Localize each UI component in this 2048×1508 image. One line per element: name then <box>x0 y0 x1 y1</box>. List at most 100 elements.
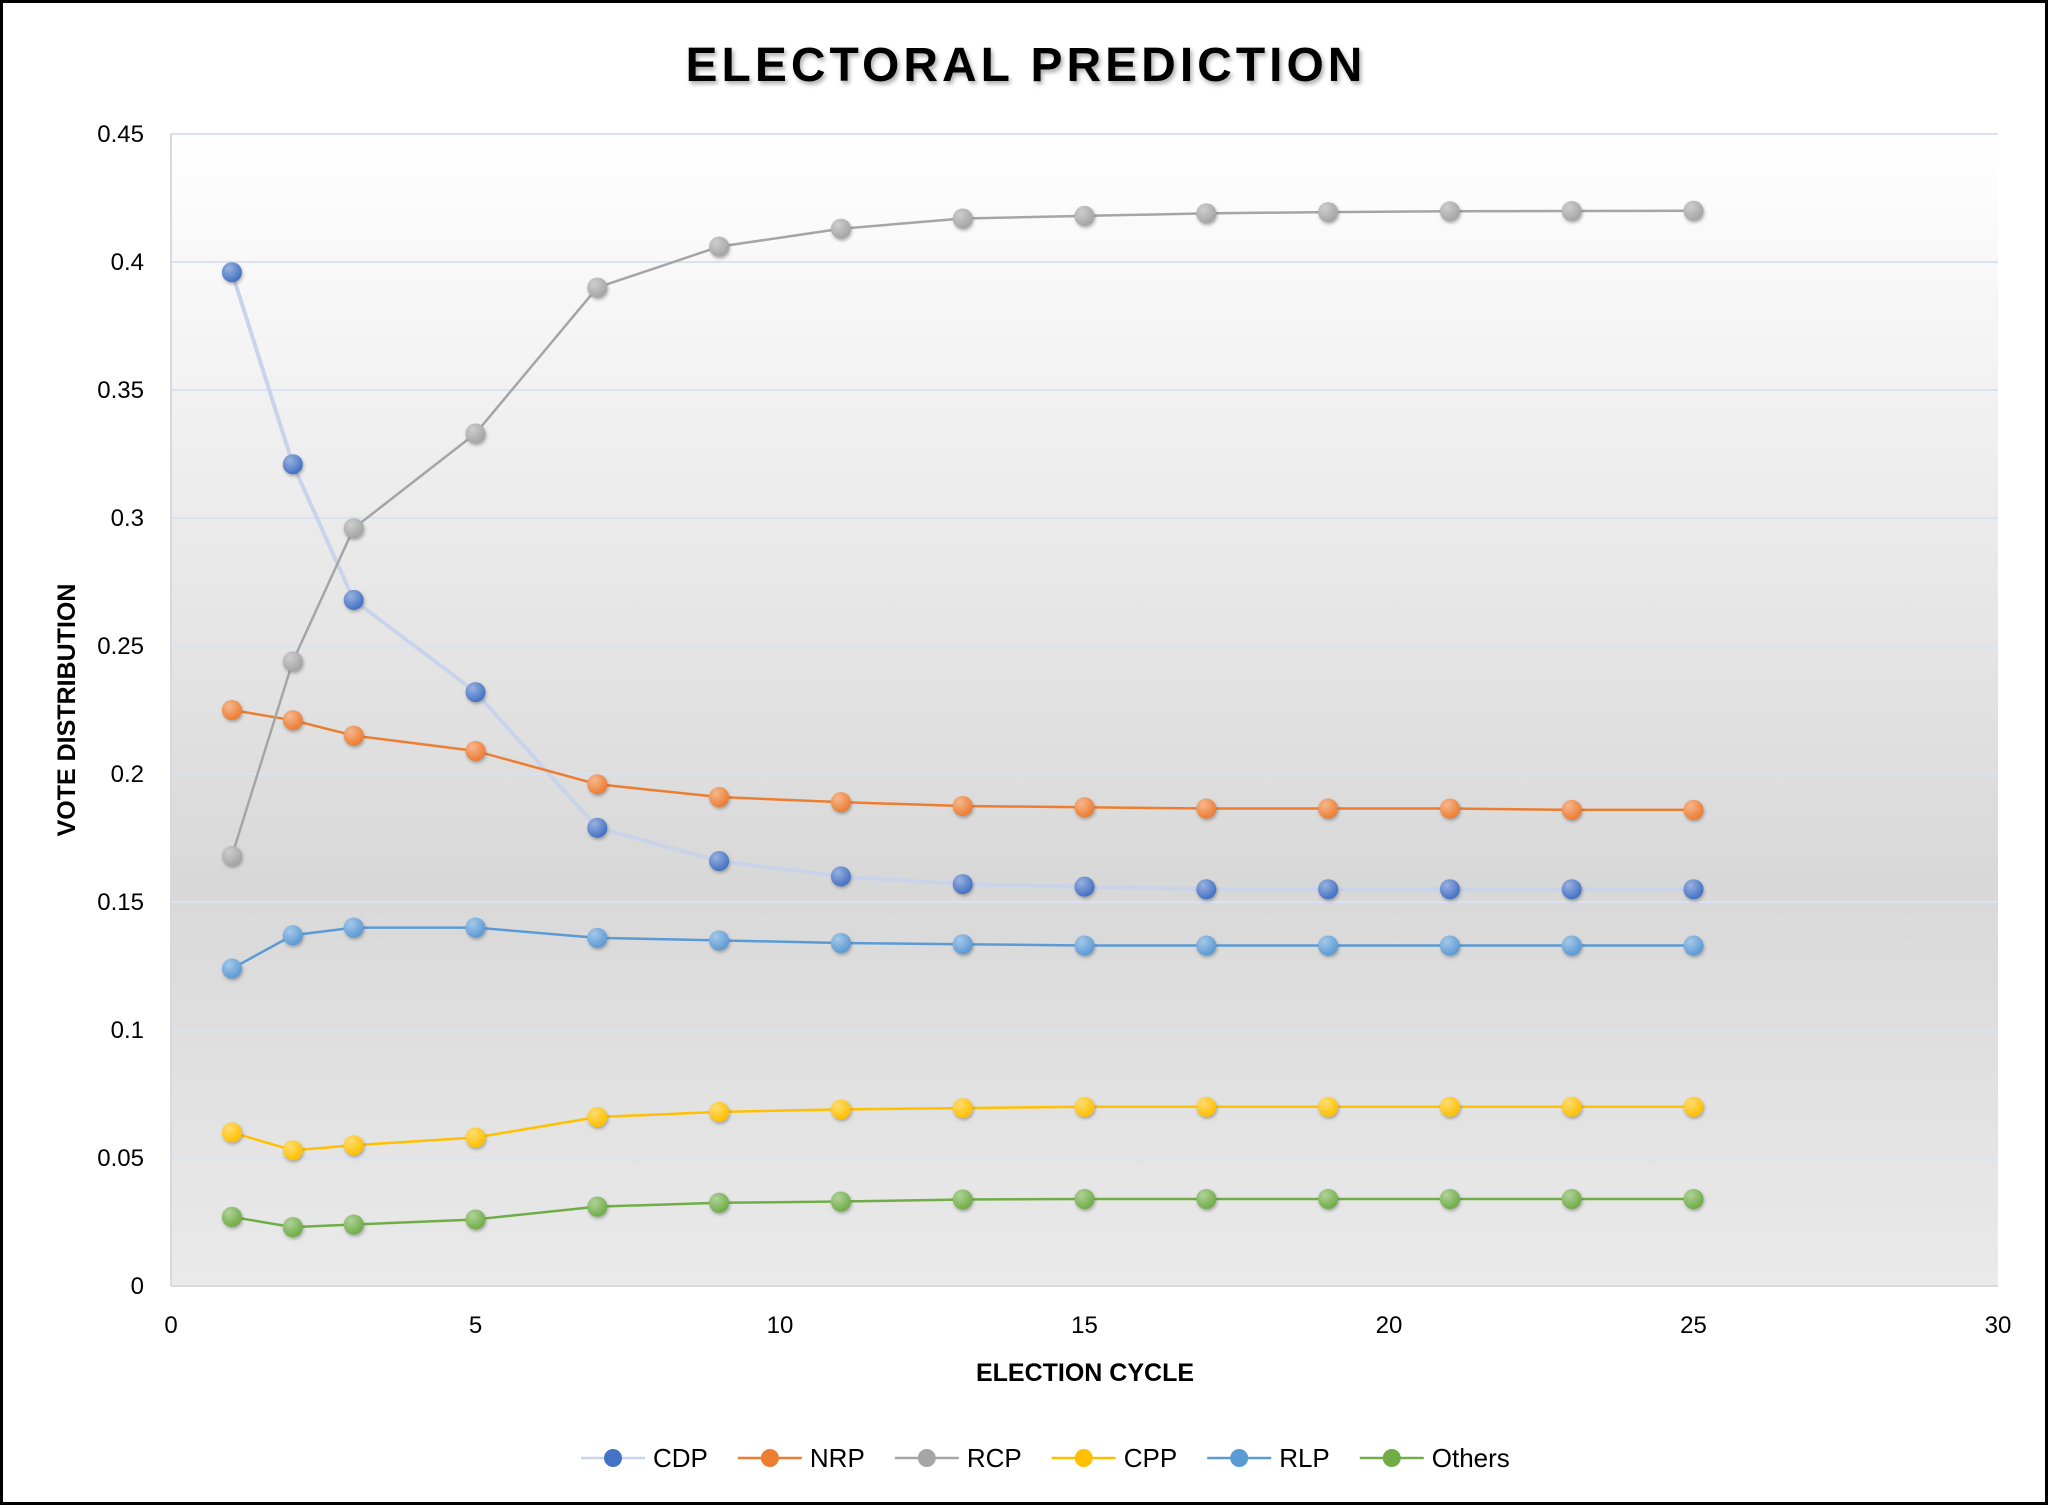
data-point-cdp <box>587 817 608 838</box>
data-point-highlight <box>952 208 973 229</box>
data-point-highlight <box>1318 1188 1339 1209</box>
data-point-cdp <box>1439 879 1460 900</box>
legend-marker-swatch <box>917 1449 936 1467</box>
legend-item-nrp: NRP <box>737 1443 865 1473</box>
data-point-highlight <box>465 917 486 938</box>
x-tick-label: 30 <box>1985 1312 2012 1339</box>
data-point-nrp <box>343 725 364 746</box>
data-point-others <box>587 1196 608 1217</box>
data-point-highlight <box>709 930 730 951</box>
data-point-highlight <box>709 236 730 257</box>
data-point-highlight <box>587 774 608 795</box>
data-point-highlight <box>1561 879 1582 900</box>
legend-marker-swatch <box>1074 1449 1093 1467</box>
data-point-highlight <box>221 1206 242 1227</box>
data-point-highlight <box>1196 1096 1217 1117</box>
y-tick-label: 0.1 <box>111 1017 144 1044</box>
data-point-cpp <box>343 1135 364 1156</box>
series-line-nrp <box>231 708 1694 812</box>
data-point-others <box>709 1192 730 1213</box>
data-point-highlight <box>1196 935 1217 956</box>
data-point-highlight <box>1196 203 1217 224</box>
data-point-rlp <box>343 917 364 938</box>
data-point-highlight <box>343 917 364 938</box>
data-point-highlight <box>1196 1188 1217 1209</box>
data-point-rlp <box>952 934 973 955</box>
legend-item-rcp: RCP <box>894 1443 1022 1473</box>
data-point-rcp <box>465 423 486 444</box>
data-point-rlp <box>1561 935 1582 956</box>
data-point-nrp <box>587 774 608 795</box>
data-point-highlight <box>465 423 486 444</box>
data-point-nrp <box>952 796 973 816</box>
x-tick-label: 15 <box>1071 1312 1098 1339</box>
data-point-cpp <box>1196 1096 1217 1117</box>
y-tick-label: 0.35 <box>97 377 144 404</box>
data-point-highlight <box>1196 879 1217 900</box>
legend-label: CDP <box>653 1443 708 1473</box>
data-point-highlight <box>587 1196 608 1217</box>
axes <box>170 134 1998 1287</box>
data-point-highlight <box>830 932 851 953</box>
data-point-cpp <box>282 1140 303 1161</box>
data-point-highlight <box>465 1127 486 1148</box>
data-point-cdp <box>1196 879 1217 900</box>
y-tick-label: 0.4 <box>111 249 144 276</box>
data-point-cpp <box>587 1107 608 1128</box>
data-point-highlight <box>1561 799 1582 820</box>
data-point-rcp <box>282 651 303 672</box>
data-point-highlight <box>1683 879 1704 900</box>
data-point-rlp <box>1439 935 1460 956</box>
data-point-highlight <box>282 651 303 672</box>
data-point-highlight <box>221 958 242 979</box>
x-axis-title: ELECTION CYCLE <box>976 1359 1194 1387</box>
data-point-highlight <box>1683 935 1704 956</box>
legend-marker-swatch <box>1382 1449 1401 1467</box>
data-point-others <box>1074 1188 1095 1209</box>
data-point-highlight <box>1318 202 1339 223</box>
data-point-rlp <box>1318 935 1339 956</box>
y-tick-label: 0.2 <box>111 761 144 788</box>
data-point-others <box>343 1214 364 1235</box>
data-point-cdp <box>1074 876 1095 897</box>
data-point-highlight <box>1318 935 1339 956</box>
data-point-highlight <box>1439 201 1460 222</box>
data-point-highlight <box>1074 1096 1095 1117</box>
data-point-highlight <box>221 700 242 720</box>
plot-area <box>171 134 1998 1286</box>
data-point-cdp <box>343 589 364 610</box>
y-tick-label: 0 <box>131 1273 144 1300</box>
data-point-cpp <box>465 1127 486 1148</box>
y-tick-label: 0.45 <box>97 121 144 148</box>
data-point-highlight <box>1683 200 1704 221</box>
data-point-nrp <box>465 740 486 761</box>
data-point-rcp <box>1318 202 1339 223</box>
series-line-others <box>231 1197 1694 1229</box>
chart-title: ELECTORAL PREDICTION <box>686 39 1367 92</box>
data-point-rcp <box>830 218 851 239</box>
data-point-nrp <box>709 787 730 808</box>
data-point-highlight <box>221 845 242 866</box>
data-point-rcp <box>1683 200 1704 221</box>
data-point-highlight <box>1318 879 1339 900</box>
data-point-highlight <box>830 1191 851 1212</box>
x-tick-label: 5 <box>469 1312 482 1339</box>
data-point-cdp <box>282 454 303 475</box>
data-point-highlight <box>1561 935 1582 956</box>
data-point-rlp <box>1074 935 1095 956</box>
data-point-highlight <box>1318 798 1339 819</box>
y-tick-label: 0.25 <box>97 633 144 660</box>
legend-item-cpp: CPP <box>1051 1443 1177 1473</box>
data-point-highlight <box>465 740 486 761</box>
legend-label: RCP <box>967 1443 1022 1473</box>
legend-label: RLP <box>1279 1443 1330 1473</box>
y-tick-label: 0.05 <box>97 1145 144 1172</box>
data-point-rlp <box>221 958 242 979</box>
data-point-cdp <box>709 851 730 872</box>
chart-svg: ELECTORAL PREDICTION 0 0.05 0.1 0.15 0.2 0.25… <box>53 39 2012 1473</box>
series-line-rlp <box>231 926 1694 970</box>
data-point-highlight <box>1561 1096 1582 1117</box>
data-point-others <box>221 1206 242 1227</box>
data-point-nrp <box>1074 797 1095 818</box>
